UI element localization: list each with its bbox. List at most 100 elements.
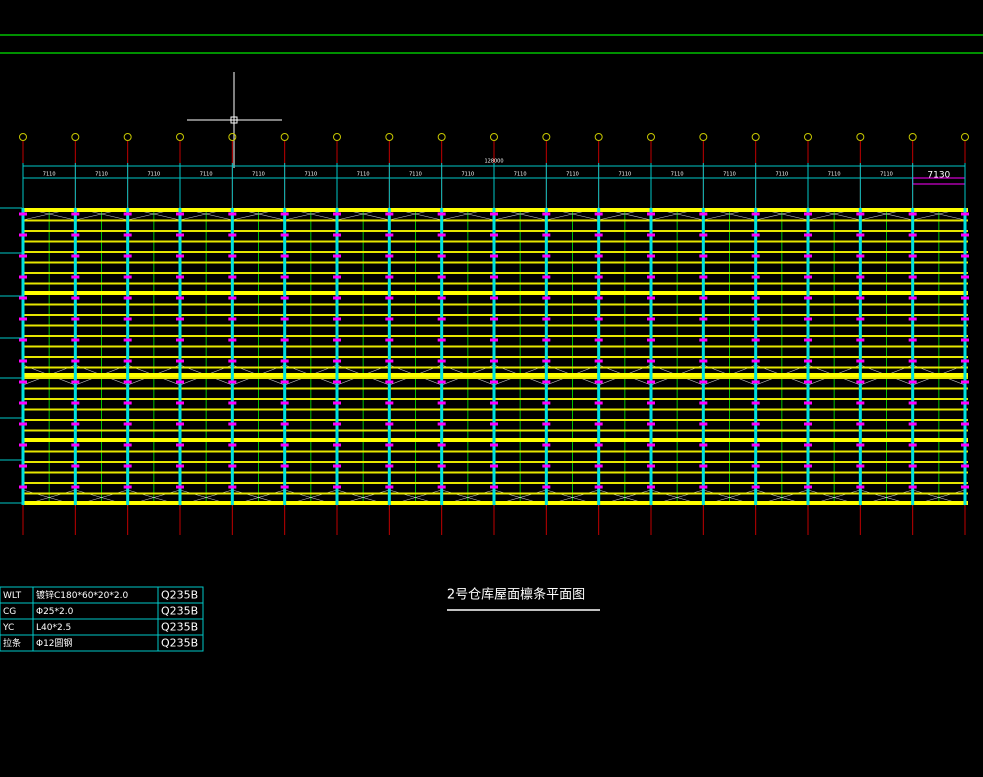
purlin-support (123, 485, 132, 489)
purlin-support (804, 233, 812, 237)
crosshair-box (230, 116, 238, 124)
axis-bubble (542, 133, 551, 141)
purlin-support (333, 359, 341, 363)
purlin-support (647, 464, 655, 468)
purlin-support (542, 317, 551, 321)
purlin-support (333, 338, 341, 342)
purlin-support (961, 401, 969, 405)
table-text: 拉条 (3, 637, 21, 649)
purlin-support (228, 485, 237, 489)
purlin-support (804, 275, 812, 279)
purlin-support (437, 212, 446, 216)
purlin-support (228, 275, 237, 279)
purlin-support (699, 422, 708, 426)
table-text: Q235B (161, 621, 198, 634)
axis-bubble (804, 133, 812, 141)
purlin-support (280, 464, 289, 468)
purlin-support (19, 296, 27, 300)
purlin-support (71, 296, 80, 300)
purlin-support (542, 464, 551, 468)
purlin-support (123, 275, 132, 279)
dim-span: 7130 (927, 171, 950, 181)
purlin-support (804, 338, 812, 342)
purlin-support (542, 485, 551, 489)
purlin-support (490, 401, 498, 405)
purlin-support (751, 275, 760, 279)
material-table: WLT 镀锌C180*60*20*2.0 Q235B CG Φ25*2.0 Q235B YC… (0, 586, 204, 652)
purlin-support (908, 464, 917, 468)
purlin-support (333, 422, 341, 426)
purlin-support (699, 296, 708, 300)
axis-bubble (699, 133, 708, 141)
purlin-support (176, 464, 184, 468)
purlin-support (594, 380, 603, 384)
purlin-support (699, 464, 708, 468)
purlin-support (908, 338, 917, 342)
purlin-support (856, 233, 865, 237)
purlin-support (71, 254, 80, 258)
purlin-support (647, 296, 655, 300)
purlin-support (908, 212, 917, 216)
purlin-support (71, 464, 80, 468)
purlin-support (856, 212, 865, 216)
dim-span: 7110 (775, 172, 788, 178)
purlin-support (490, 464, 498, 468)
purlin-support (751, 254, 760, 258)
purlin-support (961, 212, 969, 216)
purlin-support (280, 338, 289, 342)
purlin-support (961, 464, 969, 468)
purlin-support (804, 380, 812, 384)
purlin-support (280, 254, 289, 258)
purlin-support (908, 317, 917, 321)
purlin-support (19, 359, 27, 363)
purlin-support (751, 464, 760, 468)
purlin-support (594, 464, 603, 468)
dim-span: 7110 (304, 172, 317, 178)
purlin-support (228, 233, 237, 237)
dim-span: 7110 (880, 172, 893, 178)
purlin-support (19, 380, 27, 384)
purlin-support (228, 296, 237, 300)
purlin-support (19, 275, 27, 279)
axis-bubble (437, 133, 446, 141)
purlin-support (856, 380, 865, 384)
purlin-support (856, 317, 865, 321)
dim-span: 7110 (409, 172, 422, 178)
table-cell (157, 634, 204, 652)
axis-bubble (176, 133, 184, 141)
purlin-support (751, 317, 760, 321)
purlin-support (176, 401, 184, 405)
purlin-support (490, 296, 498, 300)
purlin-support (908, 422, 917, 426)
table-text: WLT (3, 591, 22, 601)
purlin-support (228, 464, 237, 468)
purlin-support (490, 422, 498, 426)
purlin-support (751, 443, 760, 447)
purlin-support (594, 275, 603, 279)
purlin-support (385, 485, 394, 489)
purlin-support (699, 401, 708, 405)
purlin-support (437, 254, 446, 258)
purlin-support (594, 359, 603, 363)
purlin-support (19, 212, 27, 216)
purlin-support (228, 401, 237, 405)
purlin-support (19, 422, 27, 426)
purlin-support (71, 212, 80, 216)
purlin-support (961, 380, 969, 384)
crosshair (187, 72, 282, 168)
purlin-support (123, 317, 132, 321)
dim-span: 7110 (618, 172, 631, 178)
purlin-support (437, 338, 446, 342)
purlin-support (280, 233, 289, 237)
purlin-support (647, 422, 655, 426)
axis-bubble (856, 133, 865, 141)
purlin-support (333, 485, 341, 489)
purlin-support (490, 212, 498, 216)
purlin-support (699, 233, 708, 237)
purlin-support (280, 401, 289, 405)
purlin-support (542, 443, 551, 447)
purlin-support (908, 380, 917, 384)
purlin-support (542, 254, 551, 258)
purlin-support (228, 254, 237, 258)
purlin-support (961, 338, 969, 342)
